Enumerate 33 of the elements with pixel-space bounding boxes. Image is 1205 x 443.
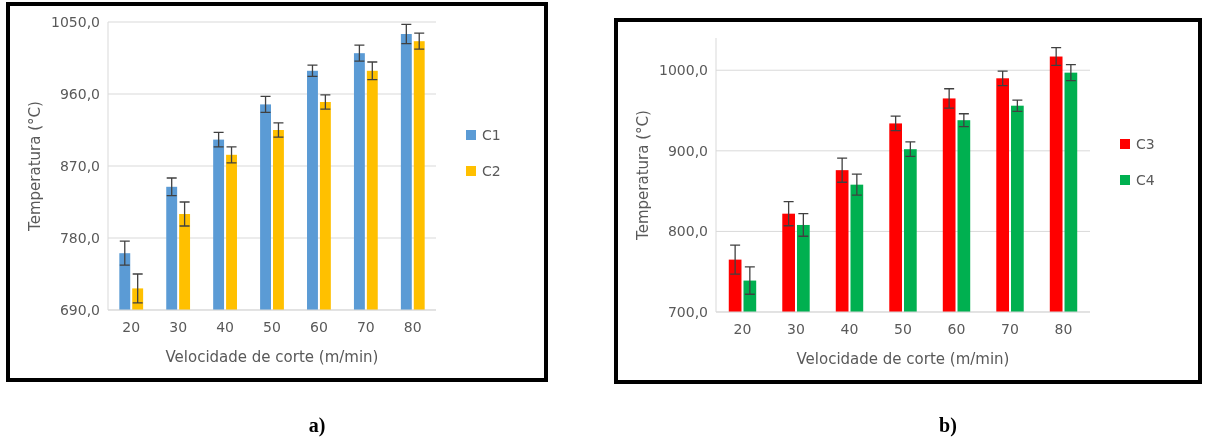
y-tick-label: 870,0 [59,157,100,174]
x-tick-label: 30 [787,321,805,337]
y-tick-label: 800,0 [667,223,708,240]
x-tick-label: 20 [122,319,141,335]
x-tick-label: 30 [169,319,188,335]
y-axis-title: Temperatura (°C) [26,101,44,232]
y-tick-label: 1050,0 [51,13,100,30]
text: a) [308,414,326,437]
legend-label: C4 [1136,171,1155,188]
y-axis-title: Temperatura (°C) [634,110,652,241]
y-tick-label: 780,0 [59,229,100,246]
x-tick-label: 40 [840,321,859,337]
x-tick-label: 60 [310,319,328,335]
y-tick-label: 690,0 [59,301,100,318]
text: b) [939,414,957,437]
x-tick-label: 80 [1054,321,1073,337]
x-tick-label: 50 [894,321,912,337]
x-tick-label: 40 [216,319,234,335]
y-tick-label: 960,0 [59,85,100,102]
x-tick-label: 20 [733,321,752,337]
y-tick-label: 1000,0 [659,62,708,79]
x-tick-label: 60 [947,321,966,337]
x-tick-label: 70 [356,319,375,335]
x-axis-title: Velocidade de corte (m/min) [165,348,379,366]
y-tick-label: 700,0 [667,303,708,320]
x-tick-label: 50 [263,319,281,335]
x-tick-label: 80 [403,319,422,335]
legend-label: C3 [1136,135,1155,152]
legend-label: C1 [482,126,501,143]
x-axis-title: Velocidade de corte (m/min) [796,350,1010,368]
x-tick-label: 70 [1001,321,1019,337]
y-tick-label: 900,0 [667,142,708,159]
legend-label: C2 [482,162,501,179]
